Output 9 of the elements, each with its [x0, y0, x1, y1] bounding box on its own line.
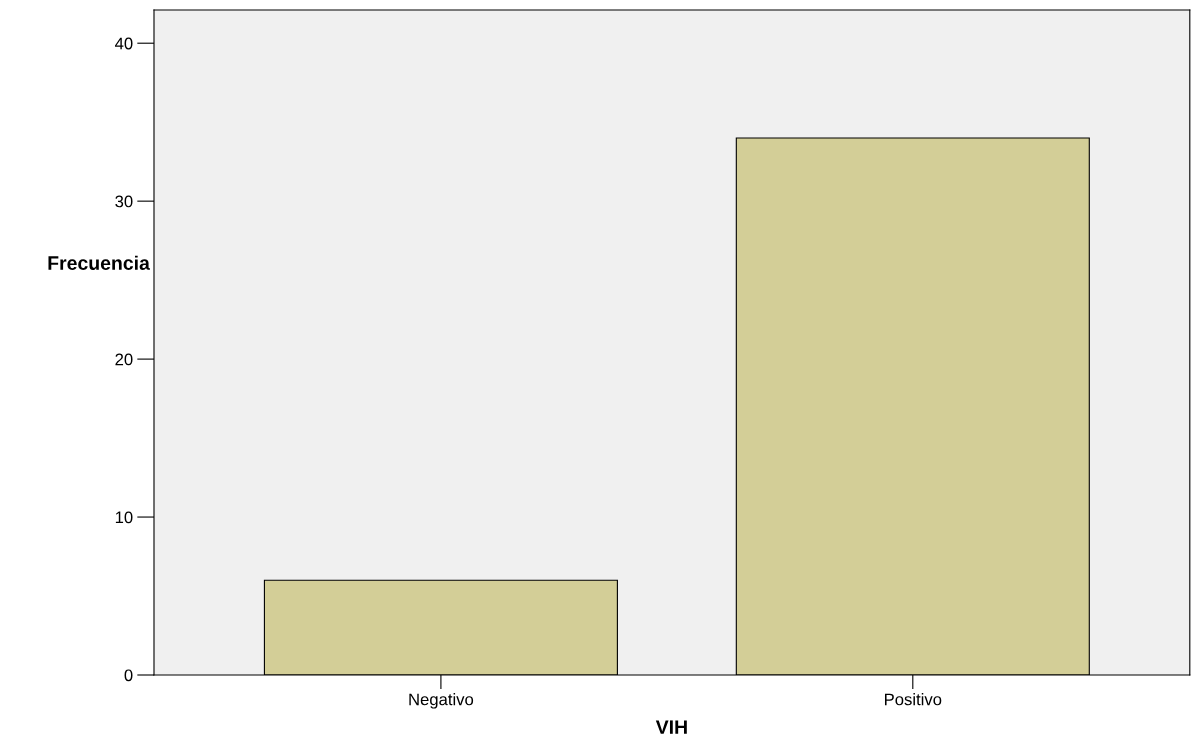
- y-tick-label: 30: [115, 195, 133, 208]
- x-tick-label: Positivo: [884, 693, 942, 706]
- y-tick-label: 0: [124, 669, 133, 682]
- y-tick-label: 20: [115, 353, 133, 366]
- x-axis-title: VIH: [655, 720, 687, 734]
- x-tick-label: Negativo: [409, 693, 474, 709]
- y-tick-label: 10: [115, 511, 133, 524]
- y-tick-label: 40: [115, 37, 133, 50]
- y-axis-title: Frecuencia: [48, 255, 150, 270]
